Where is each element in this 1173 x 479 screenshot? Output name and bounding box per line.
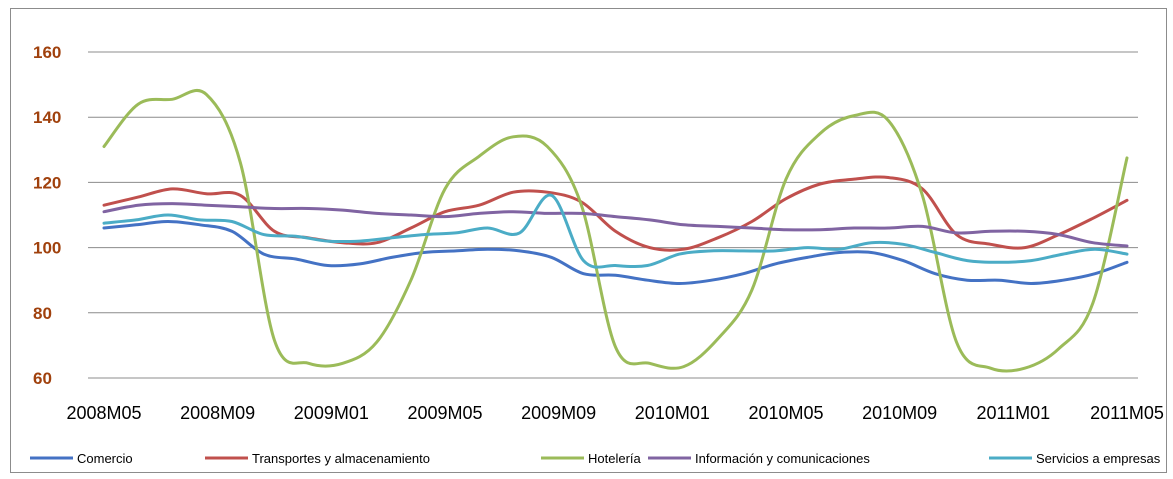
series-lines [102,88,1129,373]
x-tick-label: 2011M05 [1090,403,1164,423]
legend-label: Información y comunicaciones [695,451,870,466]
y-tick-label: 160 [33,43,61,62]
series-line-3 [102,88,1129,373]
legend-label: Comercio [77,451,133,466]
gridlines [88,51,1138,379]
series-line-2 [102,175,1129,252]
y-tick-label: 120 [33,173,61,192]
x-tick-label: 2011M01 [976,403,1050,423]
legend-label: Hotelería [588,451,642,466]
series-line-4 [102,202,1129,248]
x-tick-label: 2008M09 [180,403,255,423]
x-tick-label: 2010M05 [748,403,823,423]
y-tick-label: 140 [33,108,61,127]
x-tick-label: 2009M05 [407,403,482,423]
y-tick-label: 60 [33,369,52,388]
legend: Comercio Transportes y almacenamiento Hote… [30,451,1161,466]
legend-label: Transportes y almacenamiento [252,451,430,466]
series-line-5 [102,193,1129,269]
x-tick-label: 2010M09 [862,403,937,423]
series-line-1 [102,220,1129,285]
y-axis-tick-labels: 60 80 100 120 140 160 [33,43,61,388]
x-axis-tick-labels: 2008M05 2008M09 2009M01 2009M05 2009M09 2010M… [66,403,1163,423]
x-tick-label: 2008M05 [66,403,141,423]
legend-label: Servicios a empresas [1036,451,1161,466]
x-tick-label: 2010M01 [635,403,710,423]
y-tick-label: 100 [33,239,61,258]
y-tick-label: 80 [33,304,52,323]
chart-frame [10,8,1167,473]
x-tick-label: 2009M01 [294,403,369,423]
x-tick-label: 2009M09 [521,403,596,423]
